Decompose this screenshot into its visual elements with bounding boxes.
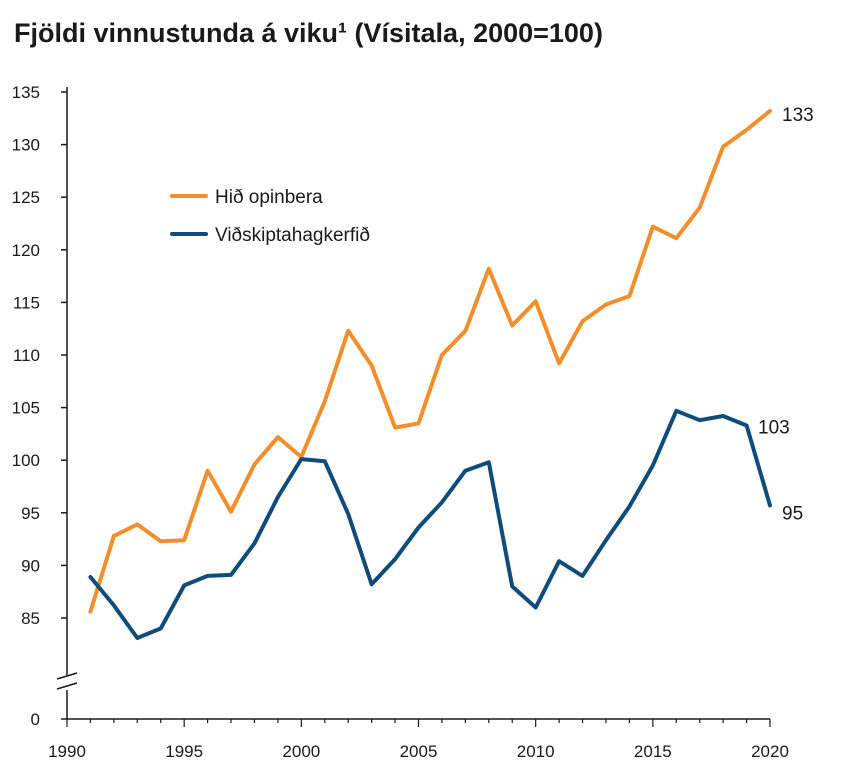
chart-series [88,108,772,640]
x-tick-label: 2005 [400,742,438,761]
y-tick-label: 85 [21,609,40,628]
y-tick-label: 115 [13,293,40,312]
end-label-public-sector: 133 [782,105,814,126]
chart-legend: Hið opinbera Viðskiptahagkerfið [170,187,370,246]
y-tick-label: 105 [12,399,40,418]
x-tick-label: 1995 [165,742,203,761]
y-tick-label: 95 [21,504,40,523]
x-tick-label: 2020 [751,742,789,761]
y-tick-label: 130 [12,136,40,155]
end-label-business-2019: 103 [758,417,790,438]
y-tick-label: 110 [13,346,40,365]
y-tick-label: 125 [12,188,40,207]
legend-label: Hið opinbera [215,187,323,208]
chart-title: Fjöldi vinnustunda á viku¹ (Vísitala, 20… [14,18,603,48]
x-tick-label: 2000 [282,742,320,761]
end-label-business-economy: 95 [782,503,803,524]
y-tick-label: 90 [21,556,40,575]
axis-break-mark-bottom [56,682,78,690]
x-tick-label: 2010 [517,742,555,761]
y-axis-ticks: 0 85 90 95 100 105 110 115 120 125 130 135 [12,83,67,729]
x-tick-label: 1990 [48,742,86,761]
end-labels: 133 103 95 [758,105,814,524]
y-tick-label: 0 [31,710,40,729]
y-tick-label: 135 [12,83,40,102]
series-line-business-economy [88,408,772,640]
y-tick-label: 120 [12,241,40,260]
legend-label: Viðskiptahagkerfið [215,225,370,246]
series-line-public-sector [88,108,772,614]
x-tick-label: 2015 [634,742,672,761]
axis-break-mark-top [56,672,78,680]
x-axis-ticks: 1990 1995 2000 2005 2010 2015 2020 [48,719,789,761]
y-tick-label: 100 [12,451,40,470]
